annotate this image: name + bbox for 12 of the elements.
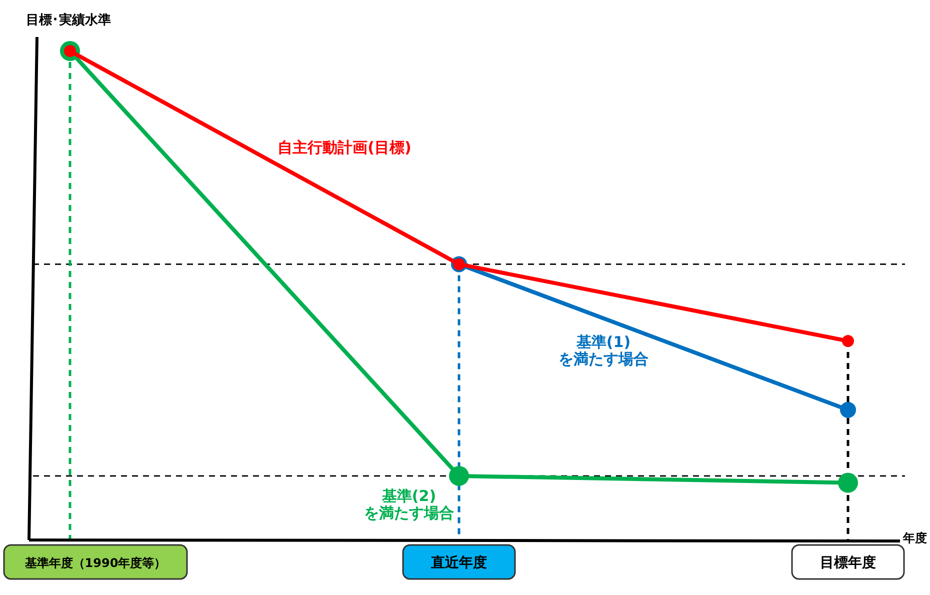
y-axis-title: 目標･実績水準	[26, 12, 111, 28]
x-tick-label: 目標年度	[820, 554, 876, 571]
x-tick-label: 基準年度（1990年度等）	[24, 556, 166, 570]
x-tick-label: 直近年度	[430, 554, 487, 571]
series-label: 自主行動計画(目標)	[278, 138, 412, 157]
series-label: 基準(1) を満たす場合	[558, 333, 648, 368]
series-label: 基準(2) を満たす場合	[364, 486, 454, 522]
point	[838, 472, 858, 493]
point	[840, 402, 856, 418]
point	[449, 466, 469, 486]
point	[842, 334, 854, 347]
x-axis-title: 年度	[902, 531, 927, 545]
